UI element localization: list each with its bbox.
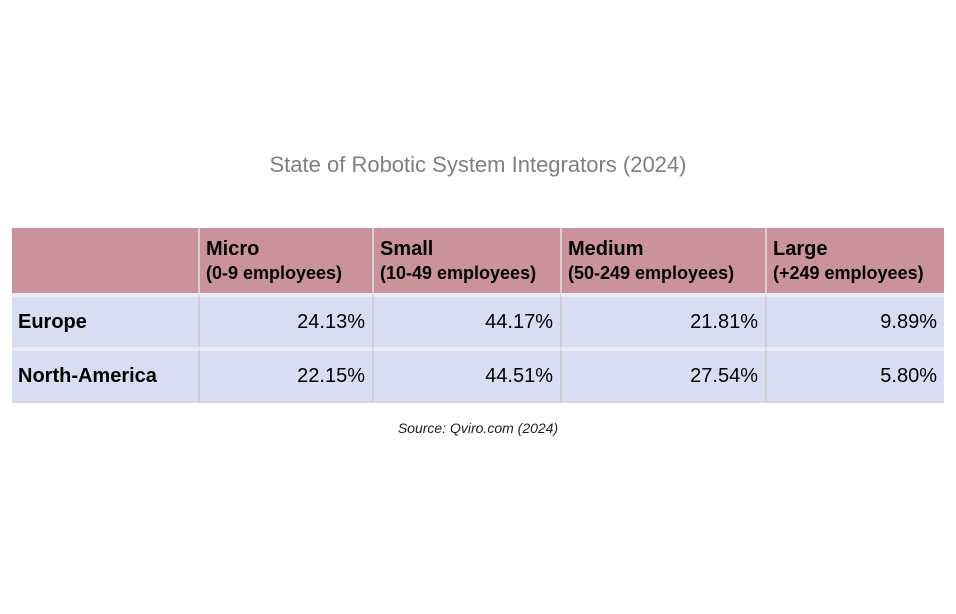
value-cell: 24.13%	[198, 293, 372, 347]
region-label: North-America	[12, 347, 198, 403]
table-row-north-america: North-America 22.15% 44.51% 27.54% 5.80%	[12, 347, 944, 403]
col-header-micro: Micro (0-9 employees)	[198, 228, 372, 293]
col-header-medium: Medium (50-249 employees)	[560, 228, 765, 293]
table-row-europe: Europe 24.13% 44.17% 21.81% 9.89%	[12, 293, 944, 347]
col-subtitle: (10-49 employees)	[380, 263, 537, 283]
source-note: Source: Qviro.com (2024)	[397, 420, 559, 436]
value-cell: 5.80%	[765, 347, 944, 403]
value-cell: 9.89%	[765, 293, 944, 347]
header-row: Micro (0-9 employees) Small (10-49 emplo…	[12, 228, 944, 293]
region-label: Europe	[12, 293, 198, 347]
col-title: Small	[380, 238, 434, 260]
col-header-small: Small (10-49 employees)	[372, 228, 560, 293]
col-title: Micro	[206, 238, 260, 260]
value-cell: 21.81%	[560, 293, 765, 347]
col-subtitle: (0-9 employees)	[206, 263, 343, 283]
value-cell: 44.17%	[372, 293, 560, 347]
value-cell: 27.54%	[560, 347, 765, 403]
chart-title: State of Robotic System Integrators (202…	[269, 152, 687, 177]
value-cell: 44.51%	[372, 347, 560, 403]
col-title: Medium	[568, 238, 644, 260]
integrators-table: Micro (0-9 employees) Small (10-49 emplo…	[12, 228, 944, 403]
col-subtitle: (50-249 employees)	[568, 263, 735, 283]
col-header-large: Large (+249 employees)	[765, 228, 944, 293]
col-title: Large	[773, 238, 828, 260]
col-subtitle: (+249 employees)	[773, 263, 924, 283]
corner-cell	[12, 228, 198, 293]
value-cell: 22.15%	[198, 347, 372, 403]
